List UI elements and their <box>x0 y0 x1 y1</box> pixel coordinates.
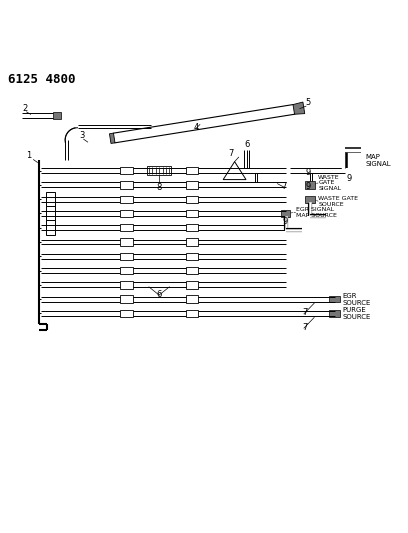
Text: 3: 3 <box>80 131 85 140</box>
Bar <box>186 238 198 246</box>
Bar <box>281 210 290 217</box>
Text: 4: 4 <box>193 123 198 132</box>
Bar <box>186 310 198 317</box>
Bar <box>186 196 198 203</box>
Bar <box>147 166 171 175</box>
Text: 9: 9 <box>306 182 310 191</box>
Bar <box>46 206 55 221</box>
Bar <box>120 281 133 288</box>
Bar <box>120 224 133 231</box>
Text: 7: 7 <box>228 149 233 158</box>
Bar <box>46 221 55 235</box>
Text: 2: 2 <box>22 103 28 112</box>
Bar <box>46 192 55 206</box>
Bar <box>186 181 198 189</box>
Bar <box>186 167 198 174</box>
Bar <box>120 295 133 303</box>
Bar <box>186 281 198 288</box>
Bar <box>120 210 133 217</box>
Text: 7: 7 <box>302 323 307 332</box>
Text: 6125 4800: 6125 4800 <box>8 72 75 86</box>
Text: 9: 9 <box>306 168 310 177</box>
Text: WASTE
GATE
SIGNAL: WASTE GATE SIGNAL <box>318 175 341 191</box>
Bar <box>305 181 315 189</box>
Text: MAP
SIGNAL: MAP SIGNAL <box>365 154 391 167</box>
Bar <box>186 267 198 274</box>
Text: 7: 7 <box>282 182 287 191</box>
Polygon shape <box>223 161 246 180</box>
Text: EGR
SOURCE: EGR SOURCE <box>343 293 371 305</box>
Text: 8: 8 <box>156 183 162 192</box>
Bar <box>120 181 133 189</box>
Bar <box>186 224 198 231</box>
Text: EGR SIGNAL
MAP SOURCE: EGR SIGNAL MAP SOURCE <box>296 207 337 217</box>
Bar <box>329 310 339 317</box>
Text: PURGE
SOURCE: PURGE SOURCE <box>343 307 371 320</box>
Text: WASTE GATE
SOURCE: WASTE GATE SOURCE <box>318 196 358 207</box>
Bar <box>120 238 133 246</box>
Text: 5: 5 <box>306 99 310 107</box>
Bar <box>120 267 133 274</box>
Bar <box>186 210 198 217</box>
Text: 9: 9 <box>346 174 351 183</box>
Bar <box>186 253 198 260</box>
Bar <box>305 196 315 203</box>
Bar <box>120 167 133 174</box>
Bar <box>329 296 339 302</box>
Bar <box>120 253 133 260</box>
Bar <box>120 196 133 203</box>
Text: 9: 9 <box>283 216 288 225</box>
Text: 6: 6 <box>156 290 162 299</box>
Polygon shape <box>109 133 115 143</box>
Text: 7: 7 <box>302 309 307 318</box>
Text: 1: 1 <box>27 151 32 160</box>
Polygon shape <box>293 102 305 114</box>
Bar <box>53 112 61 119</box>
Bar <box>186 295 198 303</box>
Bar <box>120 310 133 317</box>
Text: 6: 6 <box>244 140 250 149</box>
